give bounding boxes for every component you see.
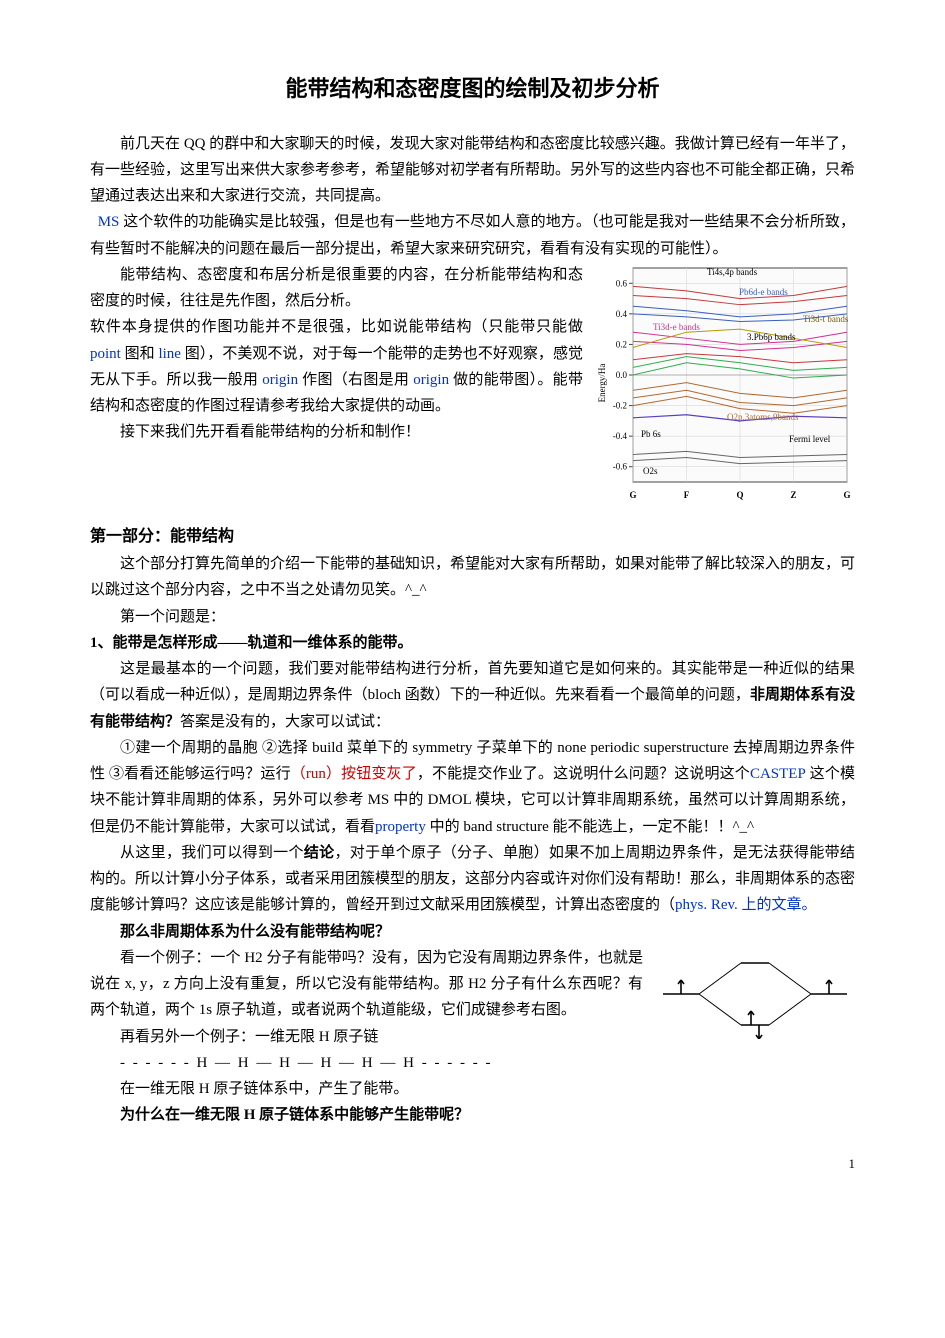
svg-text:Ti4s,4p bands: Ti4s,4p bands	[707, 267, 758, 277]
svg-text:Q: Q	[736, 490, 743, 500]
text-s1p2c: 答案是没有的，大家可以试试：	[180, 714, 390, 730]
text-line: line	[158, 346, 181, 362]
text-physrev: phys. Rev. 上的文章。	[675, 897, 817, 913]
svg-text:0.2: 0.2	[616, 339, 627, 349]
text-run: （run）按钮变灰了	[291, 766, 417, 782]
svg-text:F: F	[684, 490, 690, 500]
text-w2b: 图和	[125, 346, 155, 362]
band-structure-chart: -0.6 -0.4 -0.2 0.0 0.2 0.4 0.6 G F Q Z G Energy/Ha Ti…	[595, 262, 855, 513]
svg-text:O2s: O2s	[643, 466, 658, 476]
text-point: point	[90, 346, 121, 362]
text-s1p2a: 这是最基本的一个问题，我们要对能带结构进行分析，首先要知道它是如何来的。其实能带…	[90, 661, 855, 703]
text-origin-1: origin	[262, 372, 298, 388]
text-intro2b: 这个软件的功能确实是比较强，但是也有一些地方不尽如人意的地方。（也可能是我对一些…	[90, 214, 855, 256]
text-castep: CASTEP	[750, 766, 806, 782]
svg-text:0.0: 0.0	[616, 370, 628, 380]
h-chain-text: - - - - - - H — H — H — H — H — H - - - …	[90, 1050, 855, 1076]
section-1-para-3: ①建一个周期的晶胞 ②选择 build 菜单下的 symmetry 子菜单下的 …	[90, 735, 855, 840]
text-conclusion: 结论	[304, 845, 335, 861]
paragraph-intro-1: 前几天在 QQ 的群中和大家聊天的时候，发现大家对能带结构和态密度比较感兴趣。我…	[90, 131, 855, 210]
section-1-heading-1: 1、能带是怎样形成——轨道和一维体系的能带。	[90, 630, 855, 656]
text-origin-2: origin	[413, 372, 449, 388]
svg-text:-0.6: -0.6	[613, 461, 628, 471]
page-title: 能带结构和态密度图的绘制及初步分析	[90, 70, 855, 109]
svg-text:Ti3d-t bands: Ti3d-t bands	[803, 314, 849, 324]
section-1-para-1: 这个部分打算先简单的介绍一下能带的基础知识，希望能对大家有所帮助，如果对能带了解…	[90, 551, 855, 604]
section-1-q1-prefix: 第一个问题是：	[90, 604, 855, 630]
svg-text:Energy/Ha: Energy/Ha	[597, 363, 607, 402]
section-1-para-4: 从这里，我们可以得到一个结论，对于单个原子（分子、单胞）如果不加上周期边界条件，…	[90, 840, 855, 919]
svg-text:O2p,3atoms,9bands: O2p,3atoms,9bands	[727, 412, 799, 422]
text-w2a: 软件本身提供的作图功能并不是很强，比如说能带结构（只能带只能做	[90, 319, 583, 335]
text-s1p4a: 从这里，我们可以得到一个	[120, 845, 304, 861]
svg-text:3.Pb6p bands: 3.Pb6p bands	[747, 332, 796, 342]
text-property: property	[375, 819, 426, 835]
svg-text:0.4: 0.4	[616, 309, 628, 319]
text-s1p3d: 中的 band structure 能不能选上，一定不能！！^_^	[426, 819, 754, 835]
section-1-para-2: 这是最基本的一个问题，我们要对能带结构进行分析，首先要知道它是如何来的。其实能带…	[90, 656, 855, 735]
svg-text:Pb 6s: Pb 6s	[641, 429, 661, 439]
svg-text:G: G	[843, 490, 850, 500]
svg-text:0.6: 0.6	[616, 278, 628, 288]
text-s1p3b: ，不能提交作业了。这说明什么问题？这说明这个	[417, 766, 750, 782]
mo-diagram	[655, 949, 855, 1048]
text-ms: MS	[98, 214, 120, 230]
section-1-question-2: 那么非周期体系为什么没有能带结构呢？	[90, 919, 855, 945]
svg-text:Fermi level: Fermi level	[789, 434, 831, 444]
svg-text:-0.2: -0.2	[613, 400, 627, 410]
section-1-question-3: 为什么在一维无限 H 原子链体系中能够产生能带呢？	[90, 1102, 855, 1128]
paragraph-intro-2: MS 这个软件的功能确实是比较强，但是也有一些地方不尽如人意的地方。（也可能是我…	[90, 209, 855, 262]
page-number: 1	[90, 1153, 855, 1176]
text-w2d: 作图（右图是用	[302, 372, 409, 388]
section-1-title: 第一部分：能带结构	[90, 523, 855, 551]
svg-text:Z: Z	[790, 490, 796, 500]
svg-text:G: G	[629, 490, 636, 500]
svg-text:-0.4: -0.4	[613, 431, 628, 441]
svg-text:Ti3d-e bands: Ti3d-e bands	[653, 322, 700, 332]
svg-text:Pb6d-e bands: Pb6d-e bands	[739, 287, 788, 297]
section-1-para-7: 在一维无限 H 原子链体系中，产生了能带。	[90, 1076, 855, 1102]
